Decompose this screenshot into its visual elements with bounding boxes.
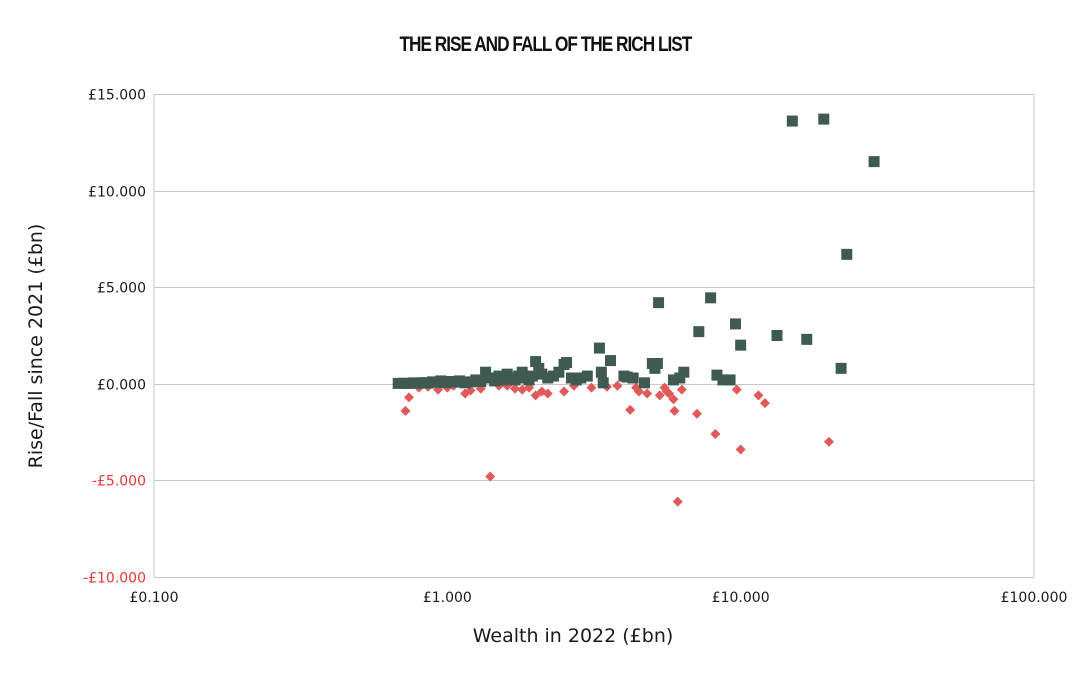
- fall-point: [586, 382, 597, 393]
- rise-point: [536, 368, 548, 380]
- y-axis-ticks: £15.000 £10.000 £5.000 £0.000 -£5.000 -£10.00…: [83, 88, 146, 587]
- fall-point: [633, 386, 644, 397]
- rise-point: [818, 113, 830, 125]
- rise-point: [621, 371, 633, 383]
- rise-point: [841, 248, 853, 260]
- fall-point: [625, 404, 636, 415]
- x-tick-label: £0.100: [130, 590, 179, 606]
- grid-lines: [153, 94, 1035, 578]
- rise-point: [597, 377, 609, 389]
- rise-point: [674, 372, 686, 384]
- fall-point: [530, 390, 541, 401]
- fall-point: [759, 398, 770, 409]
- fall-point: [731, 384, 742, 395]
- rise-point: [638, 377, 650, 389]
- rise-point: [553, 366, 565, 378]
- rise-point: [595, 366, 607, 378]
- rise-point: [575, 372, 587, 384]
- fall-point: [509, 383, 520, 394]
- rise-point: [801, 333, 813, 345]
- data-marks: [392, 113, 880, 507]
- y-tick-label: £15.000: [88, 88, 146, 104]
- rise-point: [581, 370, 593, 382]
- rise-point: [705, 292, 717, 304]
- rise-point: [653, 297, 665, 309]
- rise-point: [693, 326, 705, 338]
- rise-point: [717, 374, 729, 386]
- y-tick-label: -£10.000: [83, 571, 146, 587]
- fall-point: [542, 388, 553, 399]
- rise-point: [475, 375, 487, 387]
- rise-point: [542, 372, 554, 384]
- y-tick-label: £5.000: [97, 281, 146, 297]
- fall-point: [400, 405, 411, 416]
- fall-point: [692, 408, 703, 419]
- fall-point: [642, 388, 653, 399]
- chart-title: THE RISE AND FALL OF THE RICH LIST: [399, 33, 693, 56]
- x-tick-label: £10.000: [712, 590, 770, 606]
- rise-point: [526, 370, 538, 382]
- fall-point: [735, 444, 746, 455]
- fall-point: [676, 384, 687, 395]
- rise-point: [678, 366, 690, 378]
- y-axis-label: Rise/Fall since 2021 (£bn): [25, 223, 47, 469]
- x-axis-ticks: £0.100 £1.000 £10.000 £100.000: [130, 590, 1068, 606]
- rise-point: [667, 374, 679, 386]
- rise-point: [453, 375, 465, 387]
- fall-point: [612, 380, 623, 391]
- rise-point: [786, 115, 798, 127]
- fall-point: [654, 390, 665, 401]
- rise-point: [561, 357, 573, 369]
- rise-point: [533, 362, 545, 374]
- rise-point: [516, 366, 528, 378]
- rise-point: [627, 372, 639, 384]
- rise-point: [480, 366, 492, 378]
- fall-point: [559, 386, 570, 397]
- rise-point: [651, 358, 663, 370]
- y-tick-label: £10.000: [88, 185, 146, 201]
- rise-point: [530, 356, 542, 368]
- rise-point: [497, 374, 509, 386]
- y-tick-label: -£5.000: [92, 474, 146, 490]
- fall-point: [668, 394, 679, 405]
- rise-point: [724, 374, 736, 386]
- rise-point: [711, 369, 723, 381]
- rise-point: [735, 339, 747, 351]
- fall-point: [710, 429, 721, 440]
- x-axis-label: Wealth in 2022 (£bn): [472, 625, 674, 647]
- rise-point: [729, 318, 741, 330]
- fall-point: [672, 496, 683, 507]
- fall-point: [485, 471, 496, 482]
- x-tick-label: £1.000: [423, 590, 472, 606]
- fall-point: [664, 388, 675, 399]
- rise-point: [835, 362, 847, 374]
- fall-point: [669, 405, 680, 416]
- rise-point: [868, 156, 880, 168]
- fall-point: [403, 392, 414, 403]
- rise-point: [771, 330, 783, 341]
- rise-point: [593, 342, 605, 354]
- x-tick-label: £100.000: [1001, 590, 1068, 606]
- y-tick-label: £0.000: [97, 378, 146, 394]
- rise-point: [605, 355, 617, 367]
- fall-point: [823, 436, 834, 447]
- fall-point: [753, 390, 764, 401]
